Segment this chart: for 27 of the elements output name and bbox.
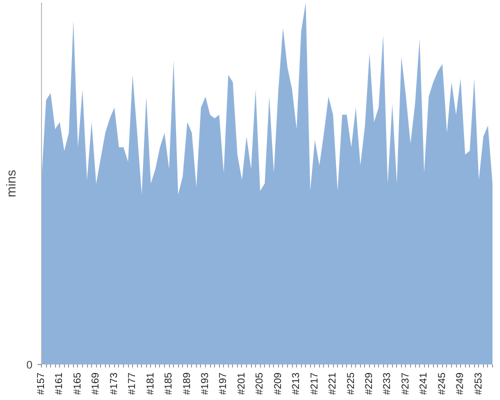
x-tick-label: #185 [164, 372, 175, 395]
x-tick-label: #193 [200, 372, 211, 395]
x-tick-label: #229 [364, 372, 375, 395]
x-tick-label: #161 [54, 372, 66, 395]
x-tick-label: #157 [36, 372, 47, 395]
x-tick-label: #209 [272, 372, 284, 395]
text: 0 [26, 360, 33, 372]
x-tick-label: #253 [473, 372, 484, 395]
x-tick-label: #169 [90, 372, 102, 395]
x-tick-label: #165 [72, 372, 84, 395]
x-tick-label: #201 [236, 372, 248, 395]
x-tick-label: #241 [418, 372, 430, 395]
x-tick-label: #189 [182, 372, 193, 395]
x-tick-label: #213 [291, 372, 302, 395]
x-tick-label: #233 [382, 372, 394, 395]
y-axis-title: mins [3, 169, 18, 198]
x-tick-label: #249 [455, 372, 466, 395]
x-tick-label: #225 [346, 372, 357, 395]
x-tick-label: #245 [436, 372, 448, 395]
x-tick-label: #221 [328, 372, 339, 395]
x-tick-label: #181 [145, 372, 156, 395]
x-tick-label: #197 [218, 372, 230, 395]
x-tick-label: #217 [309, 372, 320, 395]
x-tick-label: #205 [254, 372, 266, 395]
x-tick-label: #237 [400, 372, 412, 395]
x-tick-label: #177 [127, 372, 138, 395]
x-tick-label: #173 [108, 372, 120, 395]
